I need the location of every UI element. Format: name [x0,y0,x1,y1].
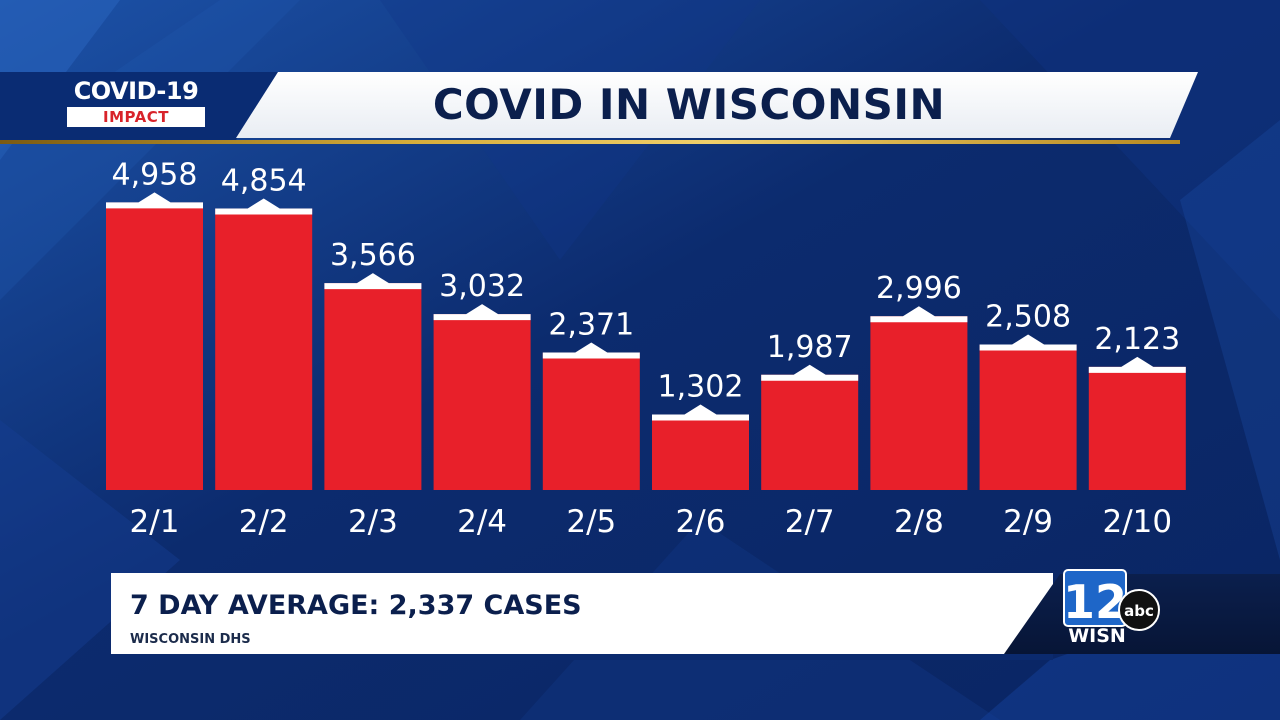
bar-cap-2-8 [870,306,968,323]
x-tick-2-6: 2/6 [676,504,726,540]
chart-title: COVID IN WISCONSIN [432,80,946,129]
bar-2-2 [215,208,313,490]
source-credit: WISCONSIN DHS [130,632,251,647]
bar-cap-2-7 [761,364,859,381]
bar-cap-2-1 [106,192,203,209]
bar-cap-2-9 [979,334,1077,351]
bar-cap-2-10 [1088,356,1186,373]
bar-cap-2-2 [215,198,313,215]
covid-impact-logo-title: COVID-19 [73,77,199,105]
x-tick-2-7: 2/7 [785,504,835,540]
value-label-2-6: 1,302 [658,369,744,404]
bar-2-1 [106,202,203,490]
bar-2-3 [324,283,422,490]
covid-impact-logo-subtitle: IMPACT [67,107,205,127]
gold-divider [0,140,1180,144]
bar-2-8 [870,316,968,490]
lower-third-stripe [111,654,1053,660]
value-label-2-10: 2,123 [1094,322,1180,357]
title-banner [236,72,1198,138]
station-callsign: WISN [1068,625,1126,647]
x-tick-2-5: 2/5 [566,504,616,540]
value-label-2-2: 4,854 [221,163,307,198]
bar-cap-2-4 [433,304,531,321]
bar-2-9 [979,344,1077,490]
bar-cap-2-3 [324,273,422,290]
abc-network-badge: abc [1118,589,1160,631]
bar-2-10 [1088,366,1186,490]
x-tick-2-3: 2/3 [348,504,398,540]
x-tick-2-8: 2/8 [894,504,944,540]
x-tick-2-4: 2/4 [457,504,507,540]
x-tick-2-10: 2/10 [1102,504,1172,540]
bar-chart: 4,958 2/1 4,854 2/2 3,566 2/3 3,032 2/4 2,371 2/5… [106,157,1186,540]
bar-cap-2-6 [652,404,749,421]
seven-day-average-text: 7 DAY AVERAGE: 2,337 CASES [130,590,582,621]
value-label-2-3: 3,566 [330,238,416,273]
channel-number: 12 [1063,575,1127,629]
lower-third-panel [111,573,1053,654]
value-label-2-1: 4,958 [112,157,198,192]
bar-2-6 [652,414,749,490]
value-label-2-9: 2,508 [985,300,1071,335]
bar-2-5 [542,352,640,490]
bar-2-4 [433,314,531,490]
value-label-2-7: 1,987 [767,330,853,365]
bar-cap-2-5 [542,342,640,359]
bar-2-7 [761,374,859,490]
value-label-2-8: 2,996 [876,271,962,306]
value-label-2-5: 2,371 [548,307,634,342]
x-tick-2-9: 2/9 [1003,504,1053,540]
x-tick-2-2: 2/2 [239,504,289,540]
value-label-2-4: 3,032 [439,269,525,304]
logo-panel [0,72,278,140]
x-tick-2-1: 2/1 [130,504,180,540]
channel-12-logo-icon: 12 [1063,569,1127,629]
